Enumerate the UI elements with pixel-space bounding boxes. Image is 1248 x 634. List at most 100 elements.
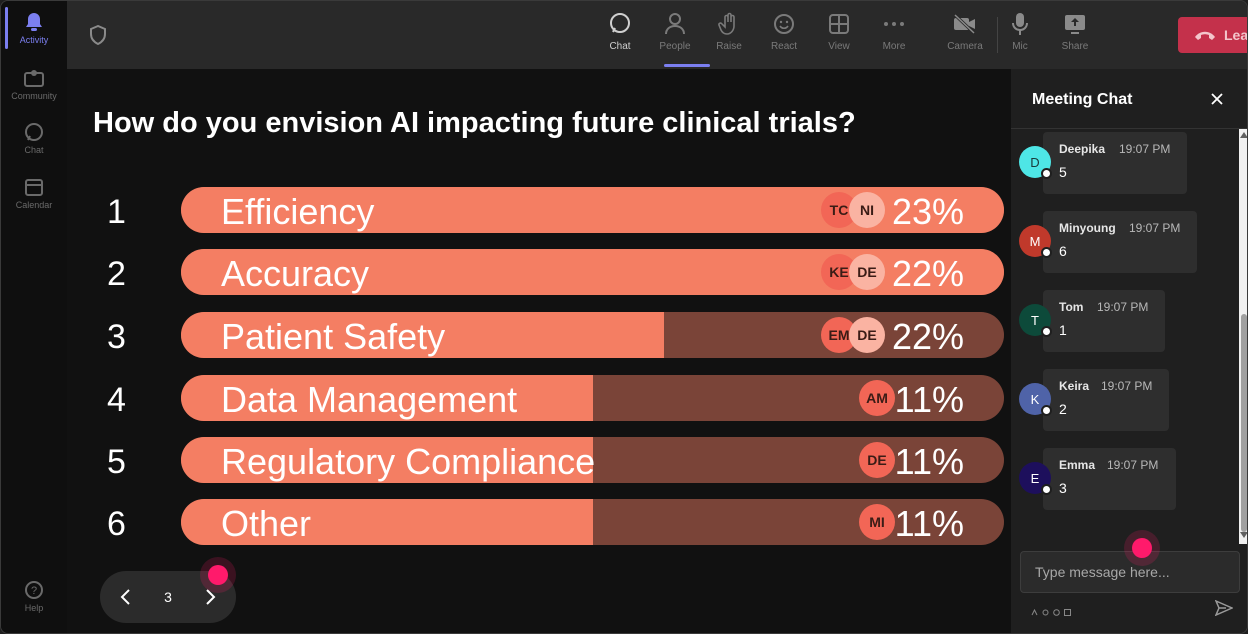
bell-icon xyxy=(23,11,45,33)
send-icon[interactable] xyxy=(1215,600,1233,616)
poll-option[interactable]: 5 Regulatory Compliance DE 11% xyxy=(67,437,1011,485)
react-button[interactable]: React xyxy=(760,11,808,61)
gif-icon[interactable] xyxy=(1064,603,1071,616)
message-text: 1 xyxy=(1059,322,1067,338)
camera-button[interactable]: Camera xyxy=(941,11,989,61)
leave-button[interactable]: Leave xyxy=(1178,17,1247,53)
voter-avatar: MI xyxy=(859,504,895,540)
rail-item-community[interactable]: Community xyxy=(1,67,67,101)
chat-button-label: Chat xyxy=(609,41,631,52)
rail-item-label: Community xyxy=(11,91,57,101)
more-button-label: More xyxy=(882,41,906,52)
help-icon: ? xyxy=(23,579,45,601)
message-sender: Minyoung xyxy=(1059,221,1116,235)
poll-option-number: 5 xyxy=(107,443,126,481)
rail-item-label: Help xyxy=(24,603,44,613)
chat-active-indicator xyxy=(664,64,710,67)
poll-option-bar: Other MI 11% xyxy=(181,499,1004,545)
message-bubble: Emma 19:07 PM 3 xyxy=(1043,448,1176,510)
message-bubble: Minyoung 19:07 PM 6 xyxy=(1043,211,1197,273)
people-button-label: People xyxy=(659,41,691,52)
poll-option[interactable]: 2 Accuracy KE DE 22% xyxy=(67,249,1011,297)
poll-option-percentage: 23% xyxy=(891,191,964,232)
mic-button[interactable]: Mic xyxy=(996,11,1044,61)
poll-option-bar: Efficiency TC NI 23% xyxy=(181,187,1004,233)
poll-option-label: Other xyxy=(221,503,312,544)
poll-option-percentage: 11% xyxy=(894,441,964,482)
voter-avatar: AM xyxy=(859,380,895,416)
poll-option-fill xyxy=(181,312,664,358)
rail-item-activity[interactable]: Activity xyxy=(1,11,67,45)
share-button[interactable]: Share xyxy=(1051,11,1099,61)
poll-option-bar: Accuracy KE DE 22% xyxy=(181,249,1004,295)
presence-status-icon xyxy=(1041,484,1052,495)
message-timestamp: 19:07 PM xyxy=(1097,300,1149,314)
rail-item-help[interactable]: ? Help xyxy=(1,579,67,613)
hand-icon xyxy=(716,11,742,37)
message-timestamp: 19:07 PM xyxy=(1129,221,1181,235)
rail-item-label: Chat xyxy=(24,145,44,155)
more-button[interactable]: More xyxy=(870,11,918,61)
attach-icon[interactable] xyxy=(1042,603,1049,616)
poll-option[interactable]: 3 Patient Safety EM DE 22% xyxy=(67,312,1011,360)
message-text: 2 xyxy=(1059,401,1067,417)
view-button-label: View xyxy=(828,41,850,52)
chat-title: Meeting Chat xyxy=(1032,91,1133,108)
chat-scrollbar[interactable] xyxy=(1239,129,1247,544)
meeting-chat-panel: Meeting Chat Deepika 19:07 PM 5 D Minyoung 19… xyxy=(1011,69,1247,633)
smiley-icon xyxy=(771,11,797,37)
voter-avatar: NI xyxy=(849,192,885,228)
poll-option[interactable]: 6 Other MI 11% xyxy=(67,499,1011,547)
rail-item-label: Calendar xyxy=(15,200,53,210)
message-bubble: Keira 19:07 PM 2 xyxy=(1043,369,1169,431)
poll-option-number: 1 xyxy=(107,193,126,231)
view-button[interactable]: View xyxy=(815,11,863,61)
share-screen-icon xyxy=(1062,11,1088,37)
poll-option-number: 3 xyxy=(107,318,126,356)
people-button[interactable]: People xyxy=(651,11,699,61)
poll-option[interactable]: 4 Data Management AM 11% xyxy=(67,375,1011,423)
poll-option-fill xyxy=(181,499,593,545)
poll-option-label: Accuracy xyxy=(221,253,370,294)
poll-question: How do you envision AI impacting future … xyxy=(93,107,856,139)
voter-avatar: DE xyxy=(859,442,895,478)
poll-option[interactable]: 1 Efficiency TC NI 23% xyxy=(67,187,1011,235)
poll-option-percentage: 22% xyxy=(891,253,964,294)
message-sender: Deepika xyxy=(1059,142,1106,156)
chat-message-list[interactable]: Deepika 19:07 PM 5 D Minyoung 19:07 PM 6 M Tom 19… xyxy=(1011,129,1239,544)
compose-toolbar xyxy=(1031,603,1071,616)
scrollbar-thumb[interactable] xyxy=(1241,314,1247,532)
shield-icon[interactable] xyxy=(89,24,107,46)
message-sender: Keira xyxy=(1059,379,1090,393)
rail-item-chat[interactable]: Chat xyxy=(1,121,67,155)
emoji-icon[interactable] xyxy=(1053,603,1060,616)
scroll-down-arrow-icon[interactable] xyxy=(1240,532,1247,538)
poll-option-bar: Patient Safety EM DE 22% xyxy=(181,312,1004,358)
close-icon[interactable] xyxy=(1209,91,1225,107)
chat-icon xyxy=(23,121,45,143)
meeting-toolbar: Chat People Raise React View xyxy=(67,1,1247,69)
chat-button[interactable]: Chat xyxy=(596,11,644,61)
raise-hand-button[interactable]: Raise xyxy=(705,11,753,61)
format-icon[interactable] xyxy=(1031,603,1038,616)
message-bubble: Tom 19:07 PM 1 xyxy=(1043,290,1165,352)
message-bubble: Deepika 19:07 PM 5 xyxy=(1043,132,1187,194)
poll-option-bar: Data Management AM 11% xyxy=(181,375,1004,421)
grid-view-icon xyxy=(826,11,852,37)
message-input[interactable] xyxy=(1035,560,1225,584)
poll-option-fill xyxy=(181,437,593,483)
presence-status-icon xyxy=(1041,326,1052,337)
message-timestamp: 19:07 PM xyxy=(1107,458,1159,472)
hang-up-icon xyxy=(1195,31,1215,40)
page-number: 3 xyxy=(164,589,172,605)
scroll-up-arrow-icon[interactable] xyxy=(1240,132,1247,138)
compose-box[interactable] xyxy=(1020,551,1240,593)
share-button-label: Share xyxy=(1061,41,1089,52)
camera-button-label: Camera xyxy=(947,41,983,52)
chevron-left-icon[interactable] xyxy=(116,587,136,607)
message-sender: Tom xyxy=(1059,300,1084,314)
rail-item-calendar[interactable]: Calendar xyxy=(1,176,67,210)
chevron-right-icon[interactable] xyxy=(200,587,220,607)
poll-option-number: 4 xyxy=(107,381,126,419)
poll-option-label: Regulatory Compliance xyxy=(221,441,596,482)
